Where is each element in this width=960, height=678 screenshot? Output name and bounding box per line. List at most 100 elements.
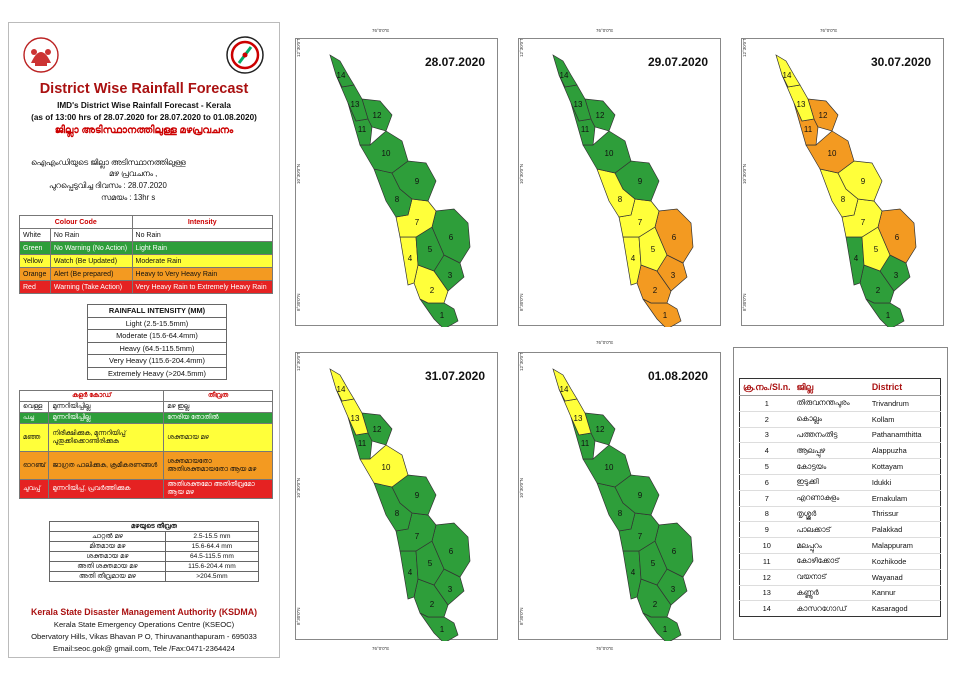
- mal-colour: മഞ്ഞ: [18, 423, 50, 452]
- table-row: 9 പാലക്കാട് Palakkad: [739, 521, 941, 538]
- colour-intensity: Very Heavy Rain to Extremely Heavy Rain: [131, 280, 274, 294]
- footer-line1: Kerala State Emergency Operations Centre…: [53, 620, 235, 629]
- district-number-label: 3: [448, 585, 453, 594]
- district-number-label: 14: [783, 71, 792, 80]
- mal-colour-code-header: കളർ കോഡ്: [18, 390, 165, 402]
- district-number-label: 8: [618, 195, 623, 204]
- mal-intensity-value: 15.6-64.4 mm: [164, 541, 260, 552]
- colour-meaning: No Warning (No Action): [49, 241, 133, 255]
- district-list-panel: ക്ര.നം./Sl.n. ജില്ല District 1 തിരുവനന്തപ…: [733, 347, 948, 640]
- map-date: 29.07.2020: [647, 55, 708, 69]
- district-number-label: 9: [638, 491, 643, 500]
- table-row: 8 തൃശ്ശൂർ Thrissur: [739, 505, 941, 522]
- district-number-label: 10: [382, 149, 391, 158]
- district-number: 2: [739, 410, 794, 428]
- mal-info-line4: സമയം : 13hr s: [101, 193, 156, 202]
- table-row: 2 കൊല്ലം Kollam: [739, 410, 941, 428]
- mal-colour: ഓറഞ്ച്: [18, 451, 50, 480]
- lat-label: 8°30'0"N: [519, 293, 524, 311]
- colour-intensity: Light Rain: [131, 241, 274, 255]
- district-name: Idukki: [868, 473, 941, 491]
- district-number: 3: [739, 426, 794, 443]
- lon-label: 76°0'0"E: [596, 28, 614, 33]
- district-number-label: 7: [861, 218, 866, 227]
- lat-label: 10°30'0"N: [519, 164, 524, 184]
- forecast-map-3: 1 2 3 4 5 6 7 8 9 10 11 12 13 14 12°30'0"N 10°30'0"N 8°3…: [295, 352, 498, 641]
- lat-label: 8°30'0"N: [296, 607, 301, 625]
- mal-intensity-value: 115.6-204.4 mm: [164, 561, 260, 572]
- district-number-label: 5: [428, 245, 433, 254]
- district-number-label: 10: [605, 463, 614, 472]
- district-number-label: 14: [337, 71, 346, 80]
- district-number-label: 12: [819, 111, 828, 120]
- footer-line3: Email:seoc.gok@ gmail.com, Tele /Fax:047…: [53, 644, 235, 653]
- district-name-mal: ആലപ്പുഴ: [793, 442, 869, 459]
- colour-name: White: [19, 228, 51, 242]
- table-row: 6 ഇടുക്കി Idukki: [739, 473, 941, 491]
- district-number-label: 7: [415, 218, 420, 227]
- mal-meaning: നിരീക്ഷിക്കുക, മുന്നറിയിപ്പ് പുതുക്കിക്ക…: [48, 423, 165, 452]
- district-number-label: 3: [671, 585, 676, 594]
- district-number: 4: [739, 442, 794, 459]
- lat-label: 10°30'0"N: [296, 164, 301, 184]
- district-number-label: 2: [653, 286, 658, 295]
- district-number: 13: [739, 584, 794, 601]
- district-name: Kollam: [868, 410, 941, 428]
- colour-name: Red: [19, 280, 51, 294]
- district-name-mal: ഇടുക്കി: [793, 473, 869, 491]
- district-name-mal: തിരുവനന്തപുരം: [793, 395, 869, 412]
- district-number: 14: [739, 600, 794, 617]
- table-row: Yellow Watch (Be Updated) Moderate Rain: [19, 254, 274, 268]
- forecast-period: (as of 13:00 hrs of 28.07.2020 for 28.07…: [31, 113, 257, 122]
- footer-org: Kerala State Disaster Management Authori…: [31, 607, 257, 617]
- footer-line2: Obervatory Hills, Vikas Bhavan P O, Thir…: [31, 632, 257, 641]
- district-number-label: 6: [449, 547, 454, 556]
- table-row: 7 എറണാകുളം Ernakulam: [739, 489, 941, 507]
- table-row: 14 കാസറഗോഡ് Kasaragod: [739, 600, 941, 617]
- district-number: 10: [739, 537, 794, 554]
- colour-meaning: Warning (Take Action): [49, 280, 133, 294]
- district-number-label: 8: [395, 509, 400, 518]
- district-region-9: [837, 160, 883, 202]
- colour-code-header: Colour Code: [19, 215, 133, 229]
- lat-label: 10°30'0"N: [742, 164, 747, 184]
- district-number-label: 14: [337, 385, 346, 394]
- page-title: District Wise Rainfall Forecast: [39, 81, 249, 97]
- mal-intensity-label: ചാറ്റൽ മഴ: [49, 531, 166, 542]
- district-number-label: 7: [638, 532, 643, 541]
- lat-label: 10°30'0"N: [519, 478, 524, 498]
- district-number-label: 3: [671, 271, 676, 280]
- table-row: വെള്ള മുന്നറിയിപ്പില്ല മഴ ഇല്ല: [18, 401, 273, 413]
- district-number-label: 11: [804, 125, 813, 134]
- district-name: Palakkad: [868, 521, 941, 538]
- forecast-map-2: 1 2 3 4 5 6 7 8 9 10 11 12 13 14 12°30'0"N 10°30'0"N 8°3…: [741, 38, 944, 327]
- district-number-label: 11: [358, 439, 367, 448]
- district-number-label: 4: [408, 568, 413, 577]
- district-region-10: [582, 444, 632, 488]
- mal-intensity-label: അതി ശക്തമായ മഴ: [49, 561, 166, 572]
- district-name-mal: പാലക്കാട്: [793, 521, 869, 538]
- district-region-6: [654, 522, 694, 578]
- district-number-label: 3: [448, 271, 453, 280]
- mal-intensity-value: 2.5-15.5 mm: [164, 531, 260, 542]
- district-region-6: [654, 208, 694, 264]
- district-number-label: 9: [861, 177, 866, 186]
- district-number-label: 5: [874, 245, 879, 254]
- mal-intensity-header: തീവ്രത: [163, 390, 273, 402]
- district-region-10: [359, 444, 409, 488]
- district-number-label: 5: [428, 559, 433, 568]
- mal-intensity-label: ശക്തമായ മഴ: [49, 551, 166, 562]
- kerala-emblem-icon: [23, 37, 59, 73]
- kerala-map-svg: 123456789101112131412°30'0"N10°30'0"N8°3…: [296, 353, 471, 641]
- lon-label: 76°0'0"E: [596, 646, 614, 651]
- district-region-9: [391, 474, 437, 516]
- district-number-label: 7: [638, 218, 643, 227]
- district-number-label: 4: [854, 254, 859, 263]
- district-name: Kannur: [868, 584, 941, 601]
- lat-label: 8°30'0"N: [742, 293, 747, 311]
- district-number-label: 2: [653, 600, 658, 609]
- district-number: 6: [739, 473, 794, 491]
- district-number-label: 5: [651, 245, 656, 254]
- mal-meaning: മുന്നറിയിപ്പ്, പ്രവർത്തിക്കുക: [48, 479, 165, 499]
- district-name-mal: കൊല്ലം: [793, 410, 869, 428]
